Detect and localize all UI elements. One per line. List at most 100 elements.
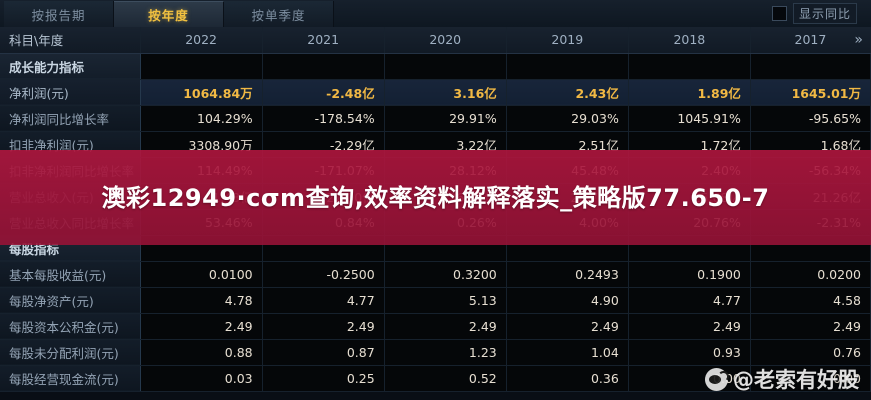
cell-value	[140, 53, 263, 80]
cell-value: 20.76%	[628, 209, 751, 236]
row-label[interactable]: 每股净资产(元)	[0, 287, 141, 314]
cell-value: 0.3200	[384, 261, 507, 288]
row-label[interactable]: 每股未分配利润(元)	[0, 339, 141, 366]
cell-value: 1064.84万	[140, 79, 263, 106]
cell-value: 21.26亿	[750, 183, 871, 210]
cell-value: 28.12%	[384, 157, 507, 184]
cell-value: 0.03	[140, 365, 263, 392]
cell-value: 53.46%	[140, 209, 263, 236]
cell-value: -171.07%	[262, 157, 385, 184]
cell-value: 4.58	[750, 287, 871, 314]
table-row: 每股经营现金流(元) 0.03 0.25 0.52 0.36 0.00 0.00	[0, 365, 871, 392]
cell-value: 0.93	[628, 339, 751, 366]
table-row: 成长能力指标	[0, 53, 871, 80]
table-row: 每股未分配利润(元) 0.88 0.87 1.23 1.04 0.93 0.76	[0, 339, 871, 366]
table-body: 成长能力指标 净利润(元) 1064.84万 -2.48亿 3.16亿 2.43亿 1.89…	[0, 53, 871, 392]
row-label[interactable]: 每股指标	[0, 235, 141, 262]
row-label[interactable]: 营业总收入(元)	[0, 183, 141, 210]
cell-value	[506, 235, 629, 262]
cell-value: 1645.01万	[750, 79, 871, 106]
cell-value: 104.29%	[140, 105, 263, 132]
row-label[interactable]: 净利润(元)	[0, 79, 141, 106]
header-cell-2021[interactable]: 2021	[262, 27, 385, 54]
cell-value: -178.54%	[262, 105, 385, 132]
cell-value: 2.40%	[628, 157, 751, 184]
cell-value: 0.2493	[506, 261, 629, 288]
header-row: 科目\年度 2022 2021 2020 2019 2018 2017 »	[0, 27, 871, 54]
table-row: 每股指标	[0, 235, 871, 262]
row-label[interactable]: 基本每股收益(元)	[0, 261, 141, 288]
cell-value: 2.49	[628, 313, 751, 340]
cell-value: 2.49	[384, 313, 507, 340]
row-label[interactable]: 净利润同比增长率	[0, 105, 141, 132]
cell-value: 3.16亿	[384, 79, 507, 106]
row-label[interactable]: 成长能力指标	[0, 53, 141, 80]
header-cell-2022[interactable]: 2022	[140, 27, 263, 54]
show-yoy-checkbox[interactable]	[771, 6, 787, 21]
row-label[interactable]: 扣非净利润同比增长率	[0, 157, 141, 184]
cell-value: 2.49	[140, 313, 263, 340]
cell-value: 25.68亿	[628, 183, 751, 210]
cell-value: 1.89亿	[628, 79, 751, 106]
table-row: 净利润(元) 1064.84万 -2.48亿 3.16亿 2.43亿 1.89亿 1645.…	[0, 79, 871, 106]
tab-label: 按单季度	[251, 7, 306, 23]
cell-value: 4.78	[140, 287, 263, 314]
header-cell-2017[interactable]: 2017 »	[750, 27, 871, 54]
header-cell-2020[interactable]: 2020	[384, 27, 507, 54]
cell-value: 2.51亿	[506, 131, 629, 158]
cell-value	[384, 53, 507, 80]
cell-value: 4.00%	[506, 209, 629, 236]
cell-value: 1.68亿	[750, 131, 871, 158]
tab-by-report-period[interactable]: 按报告期	[4, 1, 114, 27]
cell-value: 5.13	[384, 287, 507, 314]
cell-value	[140, 235, 263, 262]
cell-value: 29.03%	[506, 105, 629, 132]
cell-value: 4.77	[262, 287, 385, 314]
show-yoy-label: 显示同比	[792, 3, 857, 24]
cell-value: 4.77	[628, 287, 751, 314]
row-label[interactable]: 营业总收入同比增长率	[0, 209, 141, 236]
cell-value: 1.23	[384, 339, 507, 366]
cell-value: 1.72亿	[628, 131, 751, 158]
cell-value	[384, 235, 507, 262]
header-cell-2019[interactable]: 2019	[506, 27, 629, 54]
financial-table: 科目\年度 2022 2021 2020 2019 2018 2017 » 成长…	[0, 27, 871, 392]
cell-value: 0.88	[140, 339, 263, 366]
cell-value: 0.0100	[140, 261, 263, 288]
cell-value: 2.49	[750, 313, 871, 340]
header-cell-subject: 科目\年度	[0, 27, 141, 54]
cell-value	[628, 53, 751, 80]
tab-by-year[interactable]: 按年度	[114, 1, 224, 27]
financial-table-container[interactable]: 科目\年度 2022 2021 2020 2019 2018 2017 » 成长…	[0, 27, 871, 400]
cell-value: 0.76	[750, 339, 871, 366]
cell-value: 1045.91%	[628, 105, 751, 132]
cell-value: 0.52	[384, 365, 507, 392]
table-head: 科目\年度 2022 2021 2020 2019 2018 2017 »	[0, 27, 871, 54]
tab-by-single-quarter[interactable]: 按单季度	[224, 1, 334, 27]
cell-value: 26.76亿	[506, 183, 629, 210]
show-yoy-toggle[interactable]: 显示同比	[771, 3, 857, 24]
table-row: 营业总收入(元) 41.43亿 27.00亿 26.77亿 26.76亿 25.68亿 21…	[0, 183, 871, 210]
table-row: 净利润同比增长率 104.29% -178.54% 29.91% 29.03% 1045.…	[0, 105, 871, 132]
cell-value: -0.2500	[262, 261, 385, 288]
cell-value: 2.49	[262, 313, 385, 340]
header-cell-2018[interactable]: 2018	[628, 27, 751, 54]
table-row: 每股净资产(元) 4.78 4.77 5.13 4.90 4.77 4.58	[0, 287, 871, 314]
cell-value: 1.04	[506, 339, 629, 366]
cell-value: -95.65%	[750, 105, 871, 132]
cell-value	[262, 53, 385, 80]
cell-value: -2.29亿	[262, 131, 385, 158]
cell-value: 0.00	[750, 365, 871, 392]
cell-value: 0.84%	[262, 209, 385, 236]
row-label[interactable]: 每股资本公积金(元)	[0, 313, 141, 340]
cell-value: 114.49%	[140, 157, 263, 184]
cell-value: 41.43亿	[140, 183, 263, 210]
chevron-double-right-icon[interactable]: »	[854, 31, 863, 48]
cell-value: 3.22亿	[384, 131, 507, 158]
row-label[interactable]: 每股经营现金流(元)	[0, 365, 141, 392]
cell-value: 3308.90万	[140, 131, 263, 158]
table-row: 营业总收入同比增长率 53.46% 0.84% 0.26% 4.00% 20.76% -2.…	[0, 209, 871, 236]
row-label[interactable]: 扣非净利润(元)	[0, 131, 141, 158]
tab-label: 按年度	[148, 8, 189, 23]
